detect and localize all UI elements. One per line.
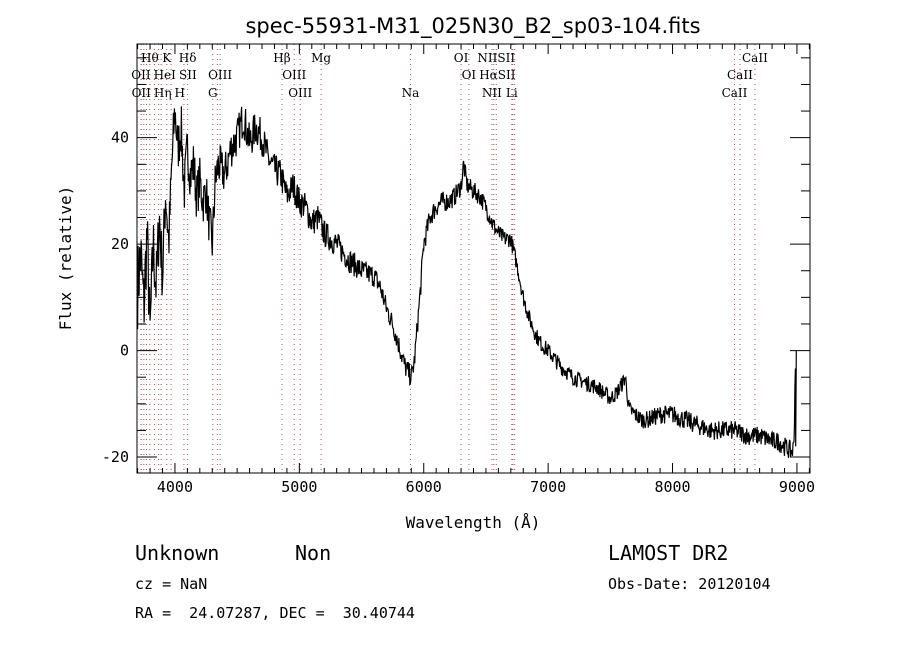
marker-label: OIII: [208, 68, 232, 82]
marker-label: H: [175, 86, 185, 100]
survey-label: LAMOST DR2: [608, 541, 729, 565]
cz-label: cz = NaN: [135, 575, 208, 593]
class-label: Unknown: [135, 541, 220, 565]
y-tick-label: 20: [111, 235, 129, 253]
x-tick-label: 7000: [530, 478, 566, 496]
marker-label: Na: [402, 86, 420, 100]
marker-label: CaII: [722, 86, 748, 100]
marker-label: CaII: [742, 51, 768, 65]
x-tick-label: 5000: [281, 478, 317, 496]
axis-ticks: 4000 5000 6000 7000 8000 9000 -20 0 20 40: [102, 44, 815, 496]
marker-label: SII: [179, 68, 197, 82]
marker-label: CaII: [727, 68, 753, 82]
marker-label: HαSII: [479, 68, 516, 82]
plot-frame: [136, 43, 811, 474]
marker-label: OI: [462, 68, 477, 82]
x-tick-label: 6000: [406, 478, 442, 496]
subclass-label: Non: [295, 541, 332, 565]
chart-title: spec-55931-M31_025N30_B2_sp03-104.fits: [245, 14, 700, 39]
marker-label: HeI: [154, 68, 177, 82]
marker-label: Li: [506, 86, 518, 100]
obs-date-label: Obs-Date: 20120104: [608, 575, 771, 593]
marker-label: OII: [132, 86, 152, 100]
marker-label: Mg: [311, 51, 331, 65]
marker-label: OII: [131, 68, 151, 82]
radec-label: RA = 24.07287, DEC = 30.40744: [135, 604, 415, 622]
marker-label: OIII: [288, 86, 312, 100]
x-axis-label: Wavelength (Å): [406, 513, 541, 532]
x-tick-label: 4000: [157, 478, 193, 496]
marker-label: OI: [454, 51, 469, 65]
marker-label: NII: [482, 86, 502, 100]
y-tick-label: 40: [111, 129, 129, 147]
marker-label: Hθ: [141, 51, 159, 65]
spectrum-line: [137, 106, 797, 458]
x-tick-label: 9000: [779, 478, 815, 496]
marker-label: Hβ: [273, 51, 290, 65]
marker-label: NIISII: [477, 51, 515, 65]
y-tick-label: 0: [120, 342, 129, 360]
x-tick-label: 8000: [654, 478, 690, 496]
y-tick-label: -20: [102, 448, 129, 466]
marker-label: Hη: [154, 86, 172, 100]
marker-label: G: [208, 86, 218, 100]
marker-label: Hδ: [179, 51, 197, 65]
marker-label: K: [162, 51, 172, 65]
y-axis-label: Flux (relative): [56, 186, 75, 331]
marker-label: OIII: [282, 68, 306, 82]
